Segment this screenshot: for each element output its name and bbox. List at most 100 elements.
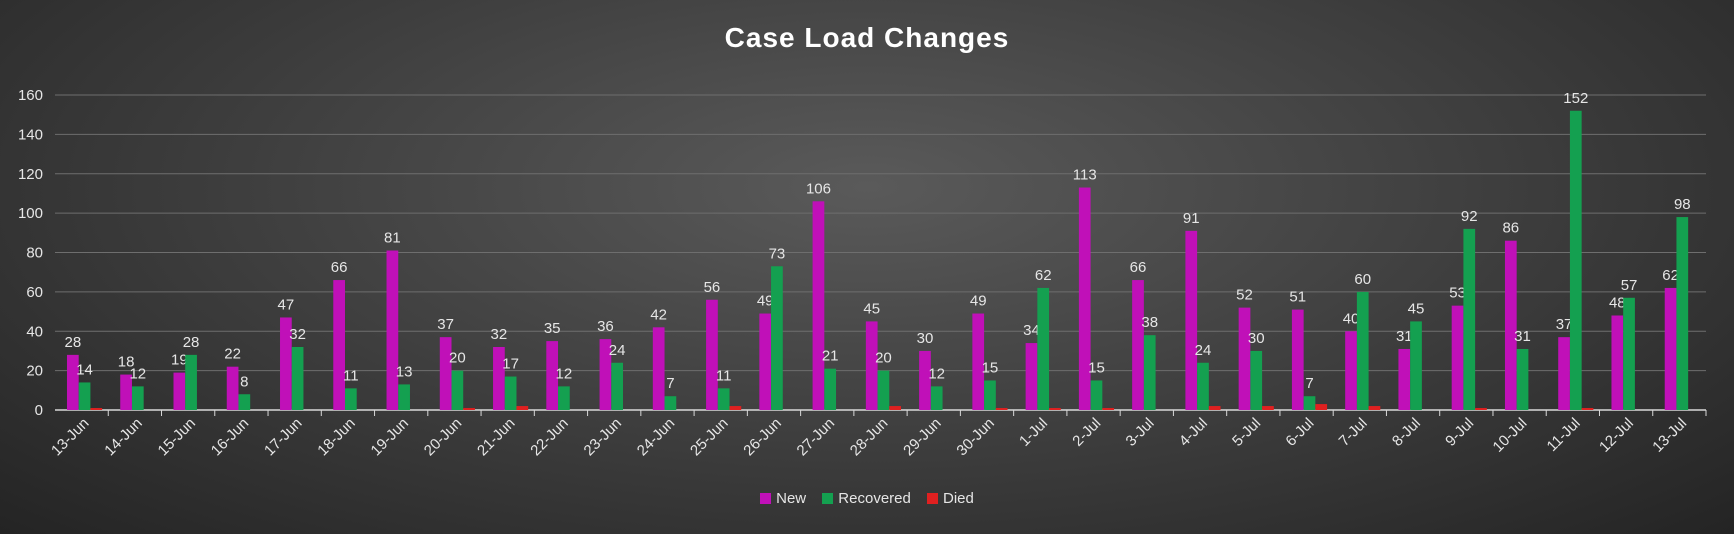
bar-new-4-Jul — [1185, 230, 1198, 410]
x-tick-label-14-Jun: 14-Jun — [101, 415, 145, 459]
data-label-recovered-4-Jul: 24 — [1195, 342, 1212, 359]
bar-new-30-Jun — [972, 313, 985, 410]
bar-new-17-Jun — [280, 317, 292, 410]
y-tick-label-0: 0 — [35, 402, 43, 419]
data-label-recovered-21-Jun: 17 — [502, 356, 519, 373]
y-tick-label-120: 120 — [18, 166, 43, 183]
data-label-recovered-19-Jun: 13 — [396, 363, 413, 380]
bar-died-2-Jul — [1102, 408, 1115, 410]
bar-recovered-15-Jun — [185, 354, 197, 410]
x-tick-label-22-Jun: 22-Jun — [527, 415, 571, 459]
x-tick-label-21-Jun: 21-Jun — [474, 415, 518, 459]
bar-new-25-Jun — [706, 299, 718, 410]
data-label-new-6-Jul: 51 — [1289, 289, 1306, 306]
data-label-recovered-17-Jun: 32 — [289, 326, 306, 343]
bar-recovered-2-Jul — [1090, 380, 1103, 410]
data-label-recovered-13-Jul: 98 — [1674, 196, 1691, 213]
bar-new-18-Jun — [333, 280, 345, 410]
bar-recovered-22-Jun — [558, 386, 570, 410]
bar-recovered-9-Jul — [1463, 228, 1476, 410]
data-label-new-1-Jul: 34 — [1023, 322, 1040, 339]
legend-swatch-recovered — [822, 493, 834, 504]
data-label-new-21-Jun: 32 — [491, 326, 508, 343]
data-label-recovered-20-Jun: 20 — [449, 350, 466, 367]
x-tick-label-2-Jul: 2-Jul — [1069, 415, 1104, 450]
x-tick-label-29-Jun: 29-Jun — [900, 415, 944, 459]
data-label-new-26-Jun: 49 — [757, 293, 774, 310]
data-label-recovered-24-Jun: 7 — [666, 375, 674, 392]
data-label-recovered-16-Jun: 8 — [240, 373, 248, 390]
data-label-new-5-Jul: 52 — [1236, 287, 1253, 304]
bar-new-9-Jul — [1451, 305, 1464, 410]
data-label-new-29-Jun: 30 — [917, 330, 934, 347]
bar-recovered-12-Jul — [1623, 297, 1635, 410]
bar-died-25-Jun — [729, 406, 742, 410]
bar-new-15-Jun — [173, 372, 186, 410]
x-tick-label-18-Jun: 18-Jun — [314, 415, 358, 459]
bar-died-20-Jun — [463, 408, 475, 410]
x-tick-label-3-Jul: 3-Jul — [1123, 415, 1158, 450]
x-tick-label-13-Jul: 13-Jul — [1649, 415, 1690, 456]
bar-recovered-30-Jun — [984, 380, 996, 410]
data-label-new-18-Jun: 66 — [331, 259, 348, 276]
data-label-new-16-Jun: 22 — [224, 346, 241, 363]
data-label-new-9-Jul: 53 — [1449, 285, 1466, 302]
bar-recovered-13-Jul — [1676, 217, 1689, 410]
x-tick-label-5-Jul: 5-Jul — [1229, 415, 1264, 450]
bar-new-22-Jun — [546, 341, 559, 410]
x-tick-label-10-Jul: 10-Jul — [1490, 415, 1531, 456]
data-label-recovered-18-Jun: 11 — [343, 367, 359, 384]
data-label-recovered-15-Jun: 28 — [183, 334, 200, 351]
chart-legend: New Recovered Died — [0, 490, 1734, 507]
bar-new-26-Jun — [759, 313, 772, 410]
legend-label-died: Died — [943, 490, 974, 507]
bar-recovered-13-Jun — [78, 382, 91, 410]
bar-recovered-17-Jun — [291, 347, 304, 410]
y-tick-label-140: 140 — [18, 126, 43, 143]
bar-new-8-Jul — [1398, 348, 1411, 410]
data-label-new-4-Jul: 91 — [1183, 210, 1200, 227]
data-label-new-12-Jul: 48 — [1609, 295, 1626, 312]
data-label-new-14-Jun: 18 — [118, 354, 135, 371]
data-label-recovered-26-Jun: 73 — [769, 245, 786, 262]
x-tick-label-20-Jun: 20-Jun — [421, 415, 465, 459]
x-tick-label-4-Jul: 4-Jul — [1176, 415, 1211, 450]
x-tick-label-15-Jun: 15-Jun — [155, 415, 199, 459]
bar-recovered-1-Jul — [1037, 287, 1050, 410]
bar-recovered-10-Jul — [1516, 348, 1529, 410]
data-label-recovered-3-Jul: 38 — [1141, 314, 1158, 331]
bar-new-5-Jul — [1238, 307, 1251, 410]
bar-recovered-25-Jun — [717, 388, 730, 410]
bar-died-30-Jun — [995, 408, 1008, 410]
data-label-new-2-Jul: 113 — [1073, 167, 1097, 184]
data-label-new-24-Jun: 42 — [650, 306, 667, 323]
bar-recovered-18-Jun — [344, 388, 357, 410]
data-label-recovered-9-Jul: 92 — [1461, 208, 1478, 225]
x-tick-label-19-Jun: 19-Jun — [368, 415, 412, 459]
bar-new-11-Jul — [1558, 337, 1570, 410]
legend-label-new: New — [776, 490, 807, 507]
bar-died-13-Jun — [90, 408, 103, 410]
legend-item-recovered: Recovered — [822, 490, 911, 507]
data-label-recovered-11-Jul: 152 — [1563, 90, 1588, 107]
bar-recovered-4-Jul — [1197, 362, 1209, 410]
data-label-recovered-6-Jul: 7 — [1305, 375, 1313, 392]
bar-new-19-Jun — [386, 250, 399, 410]
data-label-recovered-13-Jun: 14 — [76, 361, 93, 378]
bar-new-10-Jul — [1504, 240, 1517, 410]
bar-died-9-Jul — [1475, 408, 1487, 410]
x-tick-label-12-Jul: 12-Jul — [1596, 415, 1637, 456]
data-label-recovered-10-Jul: 31 — [1514, 328, 1531, 345]
data-label-recovered-28-Jun: 20 — [875, 350, 892, 367]
data-label-recovered-2-Jul: 15 — [1088, 359, 1105, 376]
y-tick-label-100: 100 — [18, 205, 43, 222]
bar-new-27-Jun — [812, 201, 825, 410]
data-label-recovered-27-Jun: 21 — [822, 348, 839, 365]
bar-died-7-Jul — [1368, 406, 1381, 410]
bar-recovered-20-Jun — [451, 370, 464, 410]
x-tick-label-24-Jun: 24-Jun — [634, 415, 678, 459]
data-label-recovered-22-Jun: 12 — [556, 365, 573, 382]
x-tick-label-8-Jul: 8-Jul — [1389, 415, 1424, 450]
bar-new-14-Jun — [120, 374, 132, 410]
